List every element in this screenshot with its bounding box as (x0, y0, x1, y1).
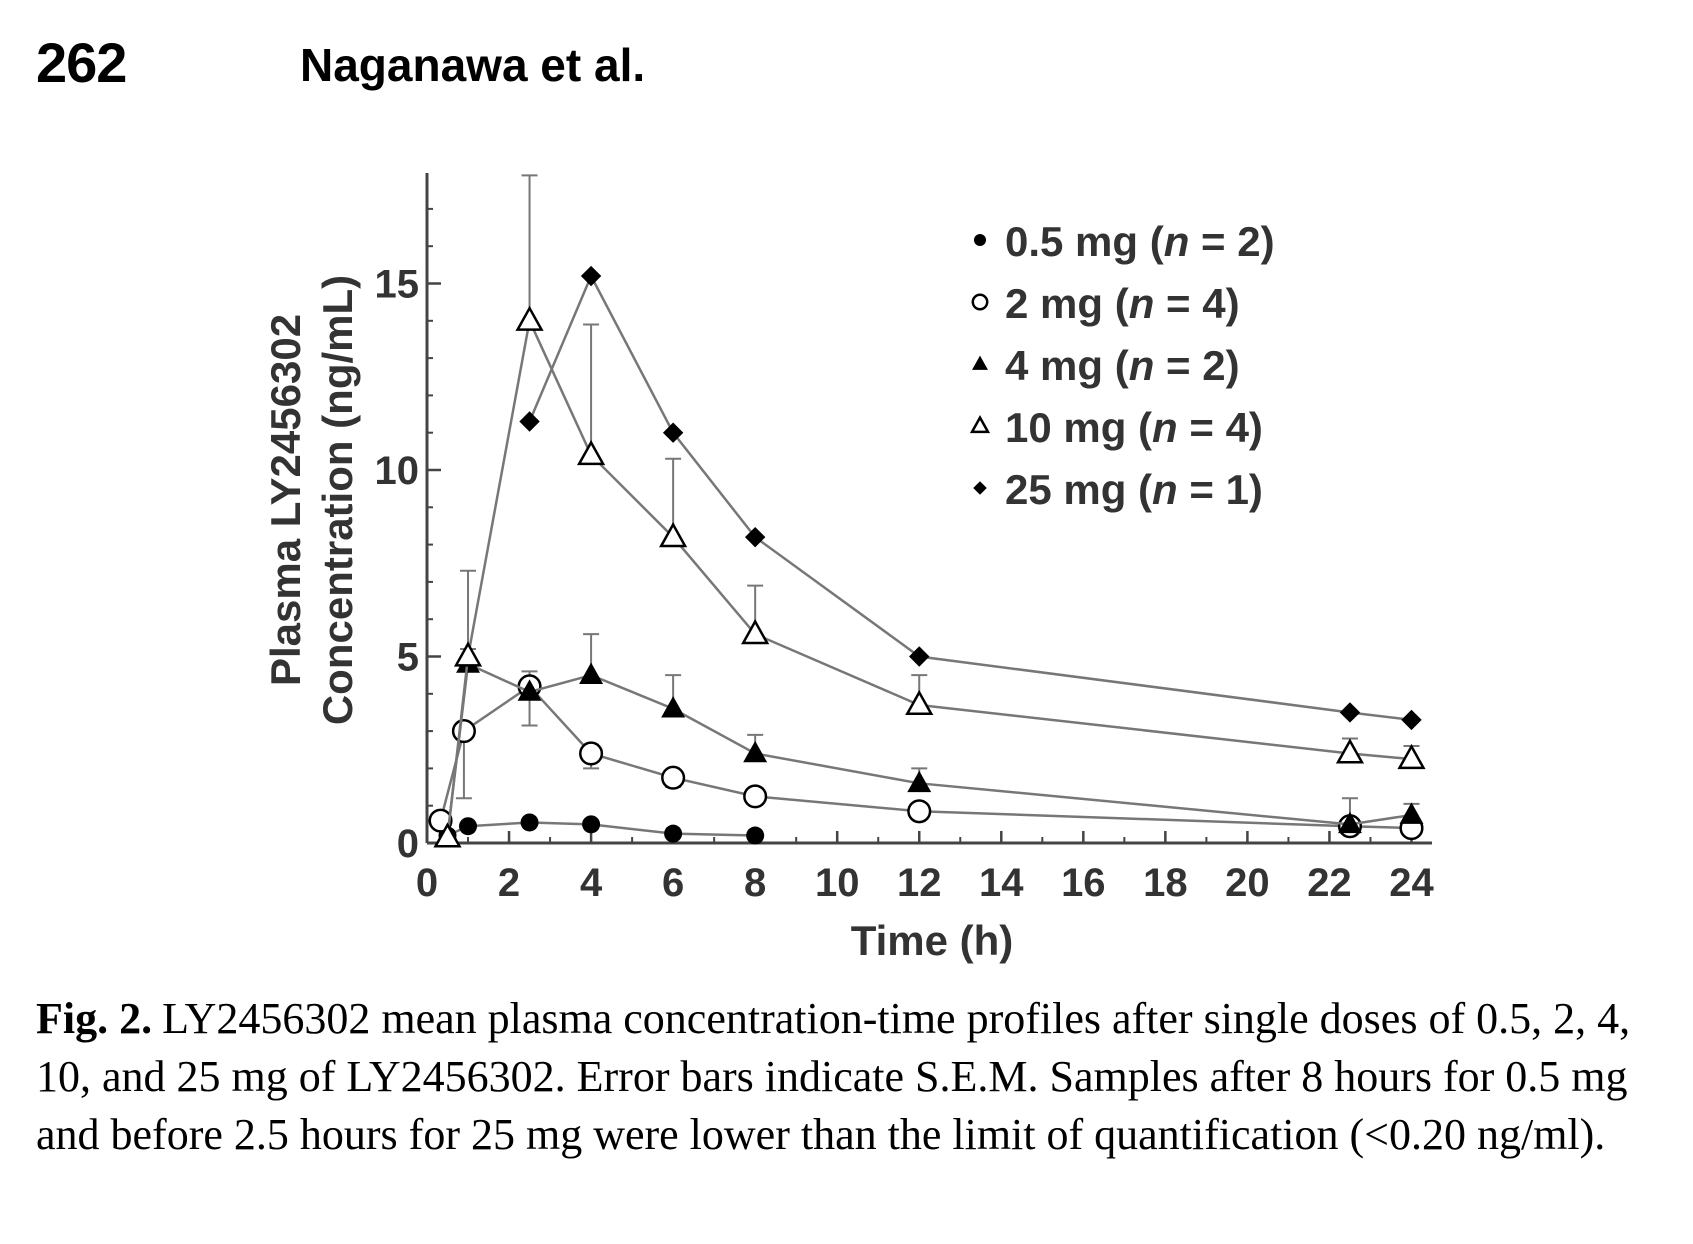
legend-marker (972, 355, 988, 370)
x-tick-label: 12 (897, 861, 942, 905)
x-tick-label: 2 (498, 861, 520, 905)
series-3 (433, 174, 1426, 848)
legend-item: 25 mg (n = 1) (973, 466, 1263, 513)
legend-item: 0.5 mg (n = 2) (974, 218, 1275, 265)
data-point (1337, 811, 1362, 834)
running-head: Naganawa et al. (300, 39, 646, 91)
data-point (576, 439, 606, 466)
caption-text: LY2456302 mean plasma concentration-time… (36, 994, 1631, 1159)
figure-caption: Fig. 2. LY2456302 mean plasma concentrati… (36, 990, 1676, 1164)
data-point (659, 521, 688, 548)
x-axis-title: Time (h) (851, 917, 1014, 964)
legend-marker (971, 293, 989, 311)
data-point (661, 696, 686, 718)
series-line (528, 273, 1412, 722)
x-tick-label: 24 (1389, 861, 1434, 905)
data-point (1401, 709, 1422, 731)
data-point (1335, 738, 1365, 764)
series-4 (519, 265, 1422, 731)
data-point (453, 641, 483, 667)
legend-label: 25 mg (n = 1) (1005, 466, 1263, 513)
y-tick-label: 10 (375, 449, 420, 493)
data-point (743, 740, 768, 763)
data-point (1339, 702, 1361, 723)
x-tick-label: 22 (1307, 861, 1352, 905)
legend-item: 2 mg (n = 4) (971, 280, 1240, 327)
legend-marker (974, 234, 986, 246)
x-tick-label: 6 (662, 861, 684, 905)
data-point (579, 662, 604, 684)
legend-item: 4 mg (n = 2) (972, 342, 1240, 389)
caption-label: Fig. 2. (36, 994, 153, 1043)
data-point (451, 719, 476, 744)
data-point (907, 799, 932, 824)
series-0 (438, 813, 765, 845)
data-point (1397, 743, 1426, 770)
legend-label: 2 mg (n = 4) (1005, 280, 1240, 327)
legend-marker (969, 415, 991, 434)
data-point (579, 741, 604, 766)
data-point (580, 265, 602, 287)
data-point (661, 765, 686, 790)
x-tick-label: 14 (979, 861, 1024, 905)
data-point (905, 689, 934, 716)
legend-marker (973, 481, 987, 495)
data-point (517, 679, 542, 701)
x-tick-label: 20 (1225, 861, 1270, 905)
legend-label: 4 mg (n = 2) (1005, 342, 1240, 389)
x-tick-label: 8 (744, 861, 766, 905)
data-point (520, 813, 539, 832)
data-point (1399, 802, 1424, 824)
data-point (662, 422, 684, 443)
data-point (519, 411, 540, 432)
x-tick-label: 0 (416, 861, 438, 905)
x-tick-label: 18 (1143, 861, 1188, 905)
legend-label: 0.5 mg (n = 2) (1005, 218, 1275, 265)
series-2 (435, 633, 1424, 845)
x-tick-label: 4 (580, 861, 603, 905)
y-axis-title: Plasma LY2456302 (262, 314, 309, 686)
data-point (433, 822, 462, 848)
data-point (909, 646, 930, 667)
legend-label: 10 mg (n = 4) (1005, 404, 1263, 451)
y-tick-label: 15 (375, 263, 420, 307)
data-point (907, 770, 932, 793)
x-tick-label: 16 (1061, 861, 1106, 905)
data-point (746, 826, 765, 845)
data-point (664, 824, 683, 843)
y-axis-title: Concentration (ng/mL) (314, 275, 361, 725)
series-line (446, 821, 756, 837)
y-tick-label: 0 (397, 822, 419, 866)
x-tick-label: 10 (815, 861, 860, 905)
data-point (459, 817, 478, 836)
data-point (741, 618, 770, 645)
data-point (515, 305, 544, 331)
data-point (582, 815, 601, 834)
series-1 (428, 670, 1424, 841)
data-point (743, 784, 768, 809)
y-tick-label: 5 (397, 636, 419, 680)
data-point (744, 526, 766, 548)
legend-item: 10 mg (n = 4) (969, 404, 1263, 451)
page-number: 262 (36, 31, 127, 94)
